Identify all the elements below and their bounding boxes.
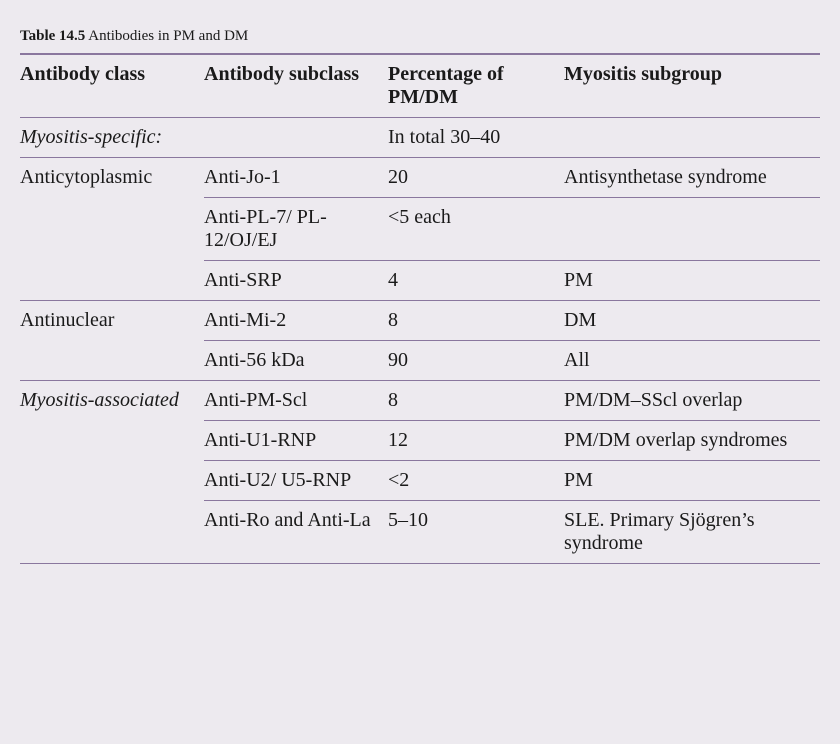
header-antibody-subclass: Antibody subclass xyxy=(204,54,388,118)
cell-class: Anticytoplasmic xyxy=(20,158,204,301)
cell-subgroup: All xyxy=(564,341,820,381)
cell-subclass xyxy=(204,118,388,158)
cell-percentage: 8 xyxy=(388,381,564,421)
cell-percentage: 90 xyxy=(388,341,564,381)
cell-subclass: Anti-U1-RNP xyxy=(204,421,388,461)
cell-percentage: 5–10 xyxy=(388,501,564,564)
caption-title: Antibodies in PM and DM xyxy=(88,28,248,44)
cell-class: Antinuclear xyxy=(20,301,204,381)
cell-subclass: Anti-U2/ U5-RNP xyxy=(204,461,388,501)
cell-subclass: Anti-SRP xyxy=(204,261,388,301)
cell-subgroup: DM xyxy=(564,301,820,341)
cell-percentage: 12 xyxy=(388,421,564,461)
table-row: Myositis-associated Anti-PM-Scl 8 PM/DM–… xyxy=(20,381,820,421)
cell-percentage: In total 30–40 xyxy=(388,118,564,158)
cell-percentage: 4 xyxy=(388,261,564,301)
cell-subclass: Anti-Ro and Anti-La xyxy=(204,501,388,564)
cell-class: Myositis-associated xyxy=(20,381,204,564)
cell-subgroup xyxy=(564,118,820,158)
cell-subclass: Anti-PM-Scl xyxy=(204,381,388,421)
table-caption: Table 14.5 Antibodies in PM and DM xyxy=(20,28,820,45)
cell-subgroup: Antisynthetase syndrome xyxy=(564,158,820,198)
cell-subclass: Anti-PL-7/ PL-12/OJ/EJ xyxy=(204,198,388,261)
cell-subgroup xyxy=(564,198,820,261)
cell-subclass: Anti-Jo-1 xyxy=(204,158,388,198)
cell-subgroup: SLE. Primary Sjögren’s syndrome xyxy=(564,501,820,564)
cell-subgroup: PM/DM–SScl overlap xyxy=(564,381,820,421)
table-container: Table 14.5 Antibodies in PM and DM Antib… xyxy=(0,0,840,744)
cell-percentage: 20 xyxy=(388,158,564,198)
table-row: Myositis-specific: In total 30–40 xyxy=(20,118,820,158)
cell-subgroup: PM/DM overlap syndromes xyxy=(564,421,820,461)
header-row: Antibody class Antibody subclass Percent… xyxy=(20,54,820,118)
cell-percentage: 8 xyxy=(388,301,564,341)
cell-subclass: Anti-Mi-2 xyxy=(204,301,388,341)
cell-percentage: <5 each xyxy=(388,198,564,261)
cell-percentage: <2 xyxy=(388,461,564,501)
header-percentage: Percentage of PM/DM xyxy=(388,54,564,118)
cell-subgroup: PM xyxy=(564,461,820,501)
caption-label: Table 14.5 xyxy=(20,28,85,44)
table-row: Anticytoplasmic Anti-Jo-1 20 Antisynthet… xyxy=(20,158,820,198)
table-row: Antinuclear Anti-Mi-2 8 DM xyxy=(20,301,820,341)
antibodies-table: Antibody class Antibody subclass Percent… xyxy=(20,53,820,564)
header-subgroup: Myositis subgroup xyxy=(564,54,820,118)
header-antibody-class: Antibody class xyxy=(20,54,204,118)
cell-subclass: Anti-56 kDa xyxy=(204,341,388,381)
cell-class: Myositis-specific: xyxy=(20,118,204,158)
cell-subgroup: PM xyxy=(564,261,820,301)
